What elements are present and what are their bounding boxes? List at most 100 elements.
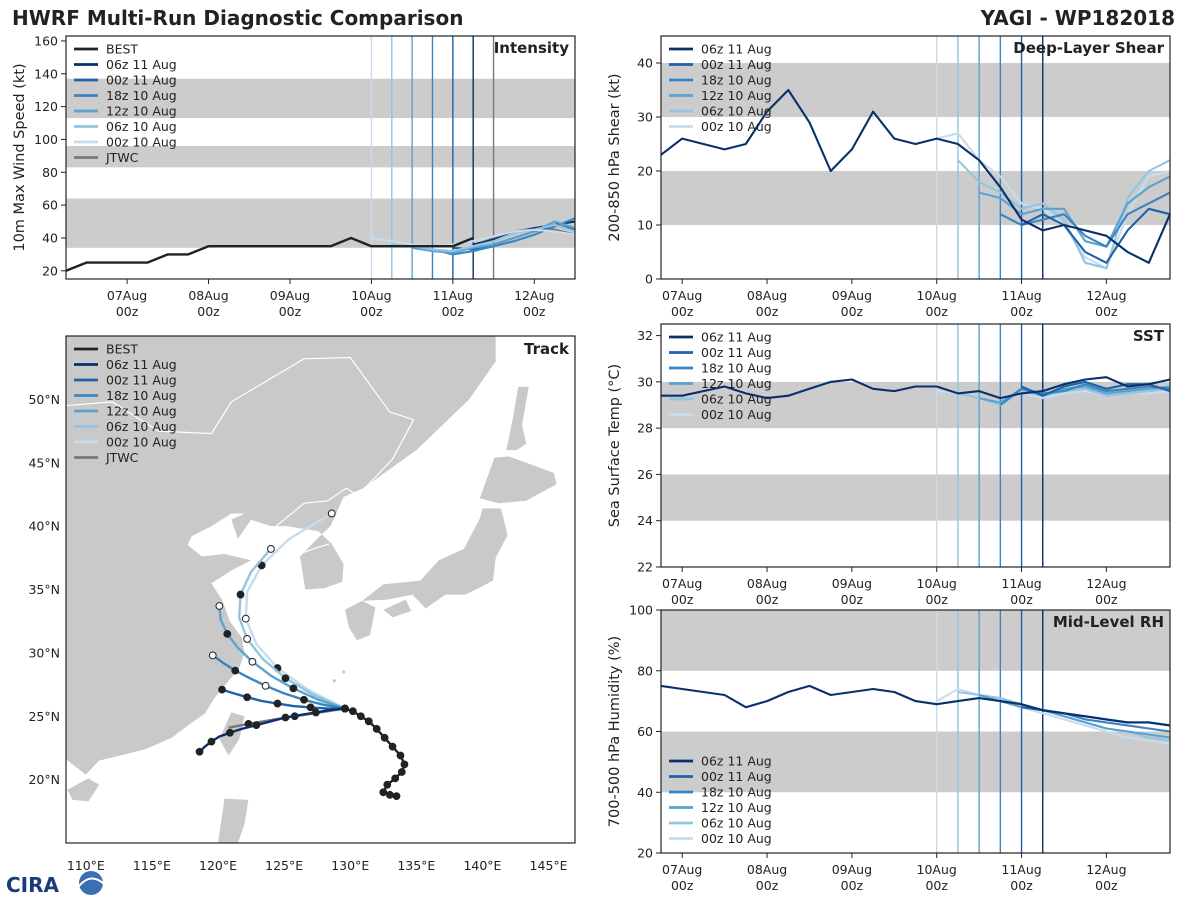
track-point-06z-10-aug (236, 590, 245, 599)
rh-ytick-label: 80 (637, 663, 653, 678)
shear-panel: 01020304007Aug00z08Aug00z09Aug00z10Aug00… (607, 35, 1171, 319)
sst-xtick-label: 00z (756, 592, 779, 607)
intensity-band-2 (66, 78, 575, 119)
shear-legend-label: 00z 11 Aug (701, 57, 772, 72)
storm-label: YAGI - WP182018 (980, 6, 1175, 30)
intensity-legend-label: 00z 11 Aug (106, 73, 177, 88)
track-point-06z-11-aug (311, 708, 320, 717)
intensity-series-12z-10-aug (411, 220, 576, 254)
shear-legend-label: 06z 10 Aug (701, 104, 772, 119)
track-legend-label: 00z 11 Aug (106, 373, 177, 388)
rh-series-12z-10-aug (978, 693, 1171, 739)
cira-logo-globe (79, 871, 103, 895)
track-point-18z-10-aug (300, 695, 308, 704)
rh-xtick-label: 10Aug (917, 862, 957, 877)
intensity-band-1 (66, 146, 575, 168)
track-point-00z-10-aug (257, 561, 266, 570)
rh-legend-label: 00z 11 Aug (701, 769, 772, 784)
sst-ytick-label: 32 (637, 328, 653, 343)
intensity-legend-label: 00z 10 Aug (106, 135, 177, 150)
shear-ytick-label: 40 (637, 56, 653, 71)
intensity-legend-label: 06z 11 Aug (106, 57, 177, 72)
shear-xtick-label: 00z (756, 304, 779, 319)
shear-xtick-label: 00z (1010, 304, 1033, 319)
intensity-panel: 2040608010012014016007Aug00z08Aug00z09Au… (12, 33, 576, 319)
track-point-best (348, 707, 357, 716)
intensity-ylabel: 10m Max Wind Speed (kt) (12, 63, 28, 251)
track-xtick-label: 140°E (463, 858, 501, 873)
kyushu-island (345, 600, 376, 641)
track-ytick-label: 40°N (28, 519, 60, 534)
rh-legend-label: 06z 10 Aug (701, 816, 772, 831)
sst-band-0 (661, 474, 1170, 521)
asia-mainland (66, 336, 496, 775)
sst-xtick-label: 09Aug (832, 576, 872, 591)
korea-border (275, 487, 359, 527)
intensity-ytick-label: 60 (42, 198, 58, 213)
sst-xtick-label: 00z (925, 592, 948, 607)
track-point-best (372, 725, 381, 733)
rh-band-0 (661, 731, 1170, 793)
intensity-legend-label: 18z 10 Aug (106, 88, 177, 103)
rh-panel: 2040608010007Aug00z08Aug00z09Aug00z10Aug… (607, 603, 1171, 893)
sst-ytick-label: 22 (637, 560, 653, 575)
track-legend-label: JTWC (105, 450, 139, 465)
rh-xtick-label: 00z (841, 878, 864, 893)
track-point-06z-10-aug (267, 545, 275, 553)
rh-ylabel: 700-500 hPa Humidity (%) (607, 636, 623, 827)
track-xtick-label: 130°E (331, 858, 369, 873)
luzon-island (218, 798, 249, 843)
sst-xtick-label: 10Aug (917, 576, 957, 591)
track-point-best (396, 751, 405, 760)
shear-band-0 (661, 171, 1170, 225)
rh-xtick-label: 00z (756, 878, 779, 893)
sst-xtick-label: 00z (1010, 592, 1033, 607)
rh-series-06z-11-aug (660, 684, 1171, 727)
rh-xtick-label: 00z (1010, 878, 1033, 893)
shear-ytick-label: 30 (637, 110, 653, 125)
intensity-title: Intensity (494, 39, 570, 57)
intensity-xtick-label: 11Aug (433, 288, 473, 303)
intensity-legend-label: 06z 10 Aug (106, 119, 177, 134)
sst-xtick-label: 12Aug (1086, 576, 1126, 591)
intensity-xtick-label: 00z (116, 304, 139, 319)
shear-ytick-label: 0 (645, 272, 653, 287)
intensity-xtick-label: 00z (197, 304, 220, 319)
track-legend-label: 06z 10 Aug (106, 419, 177, 434)
track-point-12z-10-aug (215, 602, 224, 610)
sst-ylabel: Sea Surface Temp (°C) (607, 364, 623, 527)
track-point-best (391, 774, 400, 783)
shear-xtick-label: 10Aug (917, 288, 957, 303)
track-point-best (383, 780, 392, 789)
track-ytick-label: 30°N (28, 645, 60, 660)
intensity-xtick-label: 00z (279, 304, 302, 319)
track-point-best (379, 788, 388, 797)
rh-legend-label: 18z 10 Aug (701, 785, 772, 800)
rh-ytick-label: 40 (637, 785, 653, 800)
rh-legend-label: 06z 11 Aug (701, 754, 772, 769)
sst-xtick-label: 11Aug (1001, 576, 1041, 591)
intensity-series-06z-10-aug (391, 223, 576, 253)
rh-legend-label: 00z 10 Aug (701, 831, 772, 846)
intensity-ytick-label: 20 (42, 263, 58, 278)
track-xtick-label: 110°E (67, 858, 105, 873)
china-border (65, 356, 415, 495)
rh-xtick-label: 11Aug (1001, 862, 1041, 877)
sakhalin-island (506, 386, 529, 451)
track-point-12z-10-aug (223, 629, 232, 638)
track-ytick-label: 50°N (28, 392, 60, 407)
track-xtick-label: 125°E (265, 858, 303, 873)
shear-series-06z-11-aug (660, 88, 1171, 264)
sst-panel: 22242628303207Aug00z08Aug00z09Aug00z10Au… (607, 323, 1171, 607)
rh-title: Mid-Level RH (1053, 613, 1164, 631)
rh-xtick-label: 07Aug (662, 862, 702, 877)
track-point-best (356, 712, 365, 721)
intensity-ytick-label: 100 (34, 132, 58, 147)
track-xtick-label: 135°E (397, 858, 435, 873)
track-legend-label: BEST (106, 342, 138, 357)
shear-xtick-label: 09Aug (832, 288, 872, 303)
shear-xtick-label: 00z (841, 304, 864, 319)
intensity-xtick-label: 07Aug (107, 288, 147, 303)
track-point-18z-10-aug (231, 666, 240, 675)
cira-logo: CIRA (6, 871, 105, 897)
